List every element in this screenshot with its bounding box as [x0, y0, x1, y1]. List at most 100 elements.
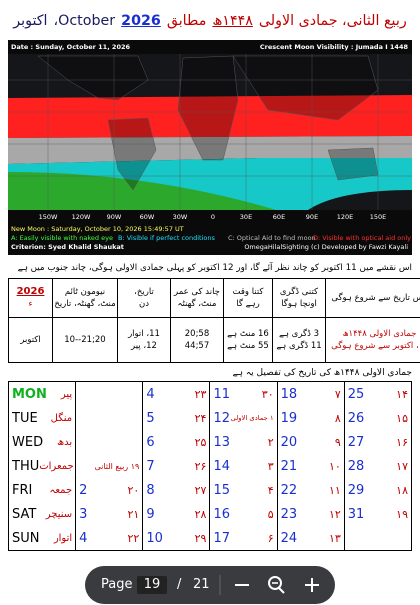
- day: THU جمعرات: [12, 459, 74, 474]
- header-line: کس تاریخ سے شروع ہوگی: [331, 293, 420, 303]
- gregorian-date: 3: [79, 506, 88, 522]
- date: 21 ۱۰: [281, 459, 341, 474]
- cell-line: 55 منٹ ہے: [227, 341, 269, 351]
- cell-line: 11 ڈگری ہے: [276, 341, 322, 351]
- header-line: منٹ، گھنٹہ، تاریخ: [54, 299, 116, 309]
- legend-item: A: Easily visible with naked eye: [11, 234, 113, 242]
- day: TUE منگل: [12, 411, 72, 426]
- cell-line: 44;57: [184, 341, 210, 351]
- hijri-date: ۲۳: [194, 387, 207, 401]
- hijri-date: ۱۱: [328, 483, 341, 497]
- date: 3 ۲۱: [79, 507, 139, 522]
- header-cell: کس تاریخ سے شروع ہوگی: [325, 278, 420, 318]
- gregorian-date: 5: [146, 410, 155, 426]
- cell-line: ۱۲، اکتوبر سے شروع ہوگی: [331, 341, 420, 351]
- header-line: تاریخ،: [134, 287, 154, 297]
- cell-line: 11، اتوار: [128, 329, 160, 339]
- gregorian-date: 22: [280, 482, 298, 498]
- date-cell: 8 ۲۷: [142, 478, 211, 502]
- day-ur: منگل: [50, 412, 73, 424]
- date-cell: [75, 406, 144, 430]
- date-cell: 29 ۱۸: [343, 478, 413, 502]
- data-cell: 11، اتوار 12، پیر: [117, 317, 171, 363]
- date: 2 ۲۰: [79, 483, 139, 498]
- header-line: چاند کی عمر: [174, 287, 220, 297]
- hijri-date: ۱۵: [396, 411, 408, 425]
- date: 8 ۲۷: [146, 483, 206, 498]
- date: 16 ۵: [213, 507, 273, 522]
- page-input[interactable]: 19: [137, 576, 167, 594]
- date-cell: 27 ۱۶: [343, 430, 413, 454]
- date-cell: [343, 526, 413, 551]
- date: 10 ۲۹: [146, 531, 206, 546]
- date-cell: 19 ۸: [276, 406, 345, 430]
- day-cell: MON پیر: [7, 381, 77, 406]
- hijri-date: ۱۷: [396, 459, 408, 473]
- title: ربیع الثانی، جمادی الاولی ۱۴۴۸ھ مطابق 2026 O…: [8, 8, 412, 34]
- zoom-plus[interactable]: [305, 578, 319, 592]
- toolbar-icons: [219, 575, 319, 595]
- date: 22 ۱۱: [281, 483, 341, 498]
- hijri-date: ۱۴: [396, 387, 408, 401]
- date-cell: 3 ۲۱: [75, 502, 144, 526]
- date: 13 ۲: [213, 435, 273, 450]
- hijri-date: ۱۶: [396, 435, 408, 449]
- hijri-date: ۲۱: [127, 507, 140, 521]
- date-cell: [75, 430, 144, 454]
- title-part: ۱۴۴۸ھ: [212, 13, 253, 29]
- gregorian-date: 14: [213, 458, 231, 474]
- date: 17 ۶: [213, 531, 273, 546]
- longitude-label: 30W: [173, 213, 188, 221]
- calendar: MON پیر 4 ۲۳ 11 ۳۰ 18 ۷ 25 ۱۴ TUE منگل 5 ۲۴ 12 ۱ جمادی …: [7, 381, 413, 551]
- date: 5 ۲۴: [146, 411, 206, 426]
- gregorian-date: 29: [347, 482, 365, 498]
- calendar-row: SAT سنیچر 3 ۲۱ 9 ۲۸ 16 ۵ 23 ۱۲ 31 ۱۹: [7, 502, 413, 526]
- hijri-date: ۲۴: [194, 411, 207, 425]
- header-cell: کتنی ڈگری اونچا ہوگا: [272, 278, 326, 318]
- title-part: October،: [53, 13, 116, 29]
- header-cell: چاند کی عمر منٹ، گھنٹہ: [170, 278, 224, 318]
- longitude-label: 120E: [337, 213, 354, 221]
- new-moon: New Moon : Saturday, October 10, 2026 15…: [11, 225, 184, 233]
- cell-line: 16 منٹ ہے: [227, 329, 269, 339]
- date-cell: 20 ۹: [276, 430, 345, 454]
- hijri-date: ۳۰: [261, 387, 274, 401]
- header-line: کتنا وقت: [232, 287, 264, 297]
- gregorian-date: 20: [280, 434, 298, 450]
- day: WED بدھ: [12, 435, 72, 450]
- cell-line: 3 ڈگری ہے: [279, 329, 319, 339]
- header-line: 2026: [16, 286, 45, 297]
- hijri-date: ۴: [267, 483, 274, 497]
- date-cell: 25 ۱۴: [343, 381, 413, 406]
- date-cell: 2 ۲۰: [75, 478, 144, 502]
- gregorian-date: 23: [280, 506, 298, 522]
- header-row: کس تاریخ سے شروع ہوگی کتنی ڈگری اونچا ہوگا…: [8, 278, 420, 318]
- day-en: FRI: [12, 482, 33, 498]
- map-date: Date : Sunday, October 11, 2026: [11, 43, 130, 51]
- longitude-label: 120W: [72, 213, 91, 221]
- date: 6 ۲۵: [146, 435, 206, 450]
- calendar-row: MON پیر 4 ۲۳ 11 ۳۰ 18 ۷ 25 ۱۴: [7, 381, 413, 406]
- hijri-date: ۱۹ ربیع الثانی: [94, 461, 140, 471]
- date-cell: 24 ۱۳: [276, 526, 345, 551]
- date-cell: 6 ۲۵: [142, 430, 211, 454]
- day-en: SAT: [12, 506, 37, 522]
- date: 29 ۱۸: [348, 483, 408, 498]
- gregorian-date: 4: [79, 530, 88, 546]
- hijri-date: ۲۶: [194, 459, 207, 473]
- day-ur: اتوار: [53, 532, 73, 544]
- hijri-date: ۱۳: [328, 531, 341, 545]
- day-cell: SUN اتوار: [7, 526, 77, 551]
- header-cell: نیومون ٹائم منٹ، گھنٹہ، تاریخ: [52, 278, 118, 318]
- date: 15 ۴: [213, 483, 273, 498]
- calendar-row: FRI جمعہ 2 ۲۰ 8 ۲۷ 15 ۴ 22 ۱۱ 29 ۱۸: [7, 478, 413, 502]
- date-cell: 15 ۴: [209, 478, 278, 502]
- gregorian-date: 24: [280, 530, 298, 546]
- date: 31 ۱۹: [348, 507, 408, 522]
- day: SUN اتوار: [12, 531, 72, 546]
- cell-line: 10--21;20: [64, 335, 106, 345]
- day: FRI جمعہ: [12, 483, 72, 498]
- zoom-out[interactable]: [268, 576, 285, 594]
- date-cell: 17 ۶: [209, 526, 278, 551]
